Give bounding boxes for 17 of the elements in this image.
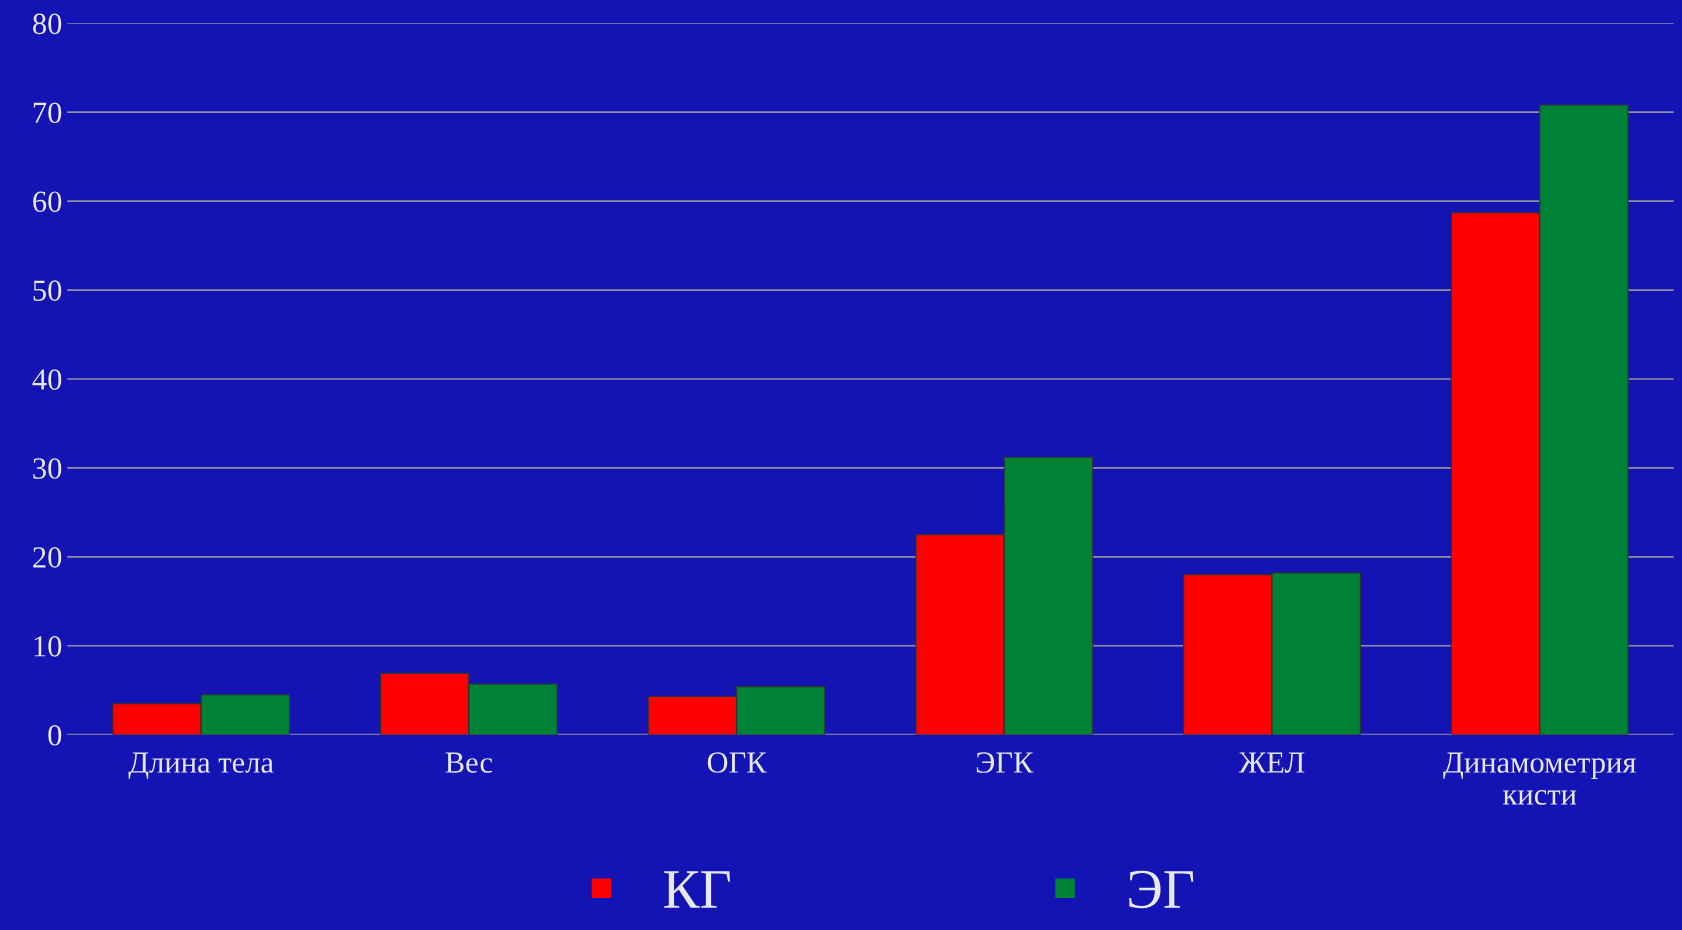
y-tick-label: 0 <box>48 724 62 746</box>
x-tick-label: ОГК <box>707 752 767 773</box>
y-tick-label: 50 <box>33 280 62 301</box>
x-tick-label: ЭГК <box>976 752 1034 773</box>
y-tick-label: 60 <box>33 191 62 213</box>
y-tick-label: 70 <box>33 102 62 124</box>
y-tick-label: 10 <box>34 636 62 657</box>
y-tick-label: 20 <box>33 547 62 568</box>
x-tick-label: Длина тела <box>128 752 274 780</box>
y-tick-label: 40 <box>32 369 62 390</box>
y-tick-label: 80 <box>33 13 62 35</box>
x-tick-label: ЖЕЛ <box>1238 752 1305 773</box>
legend-label: КГ <box>664 871 730 908</box>
x-tick-label: Вес <box>445 752 493 773</box>
legend-label: ЭГ <box>1129 870 1194 909</box>
y-tick-label: 30 <box>33 458 62 479</box>
x-tick-label: Динамометрия кисти <box>1443 752 1636 805</box>
